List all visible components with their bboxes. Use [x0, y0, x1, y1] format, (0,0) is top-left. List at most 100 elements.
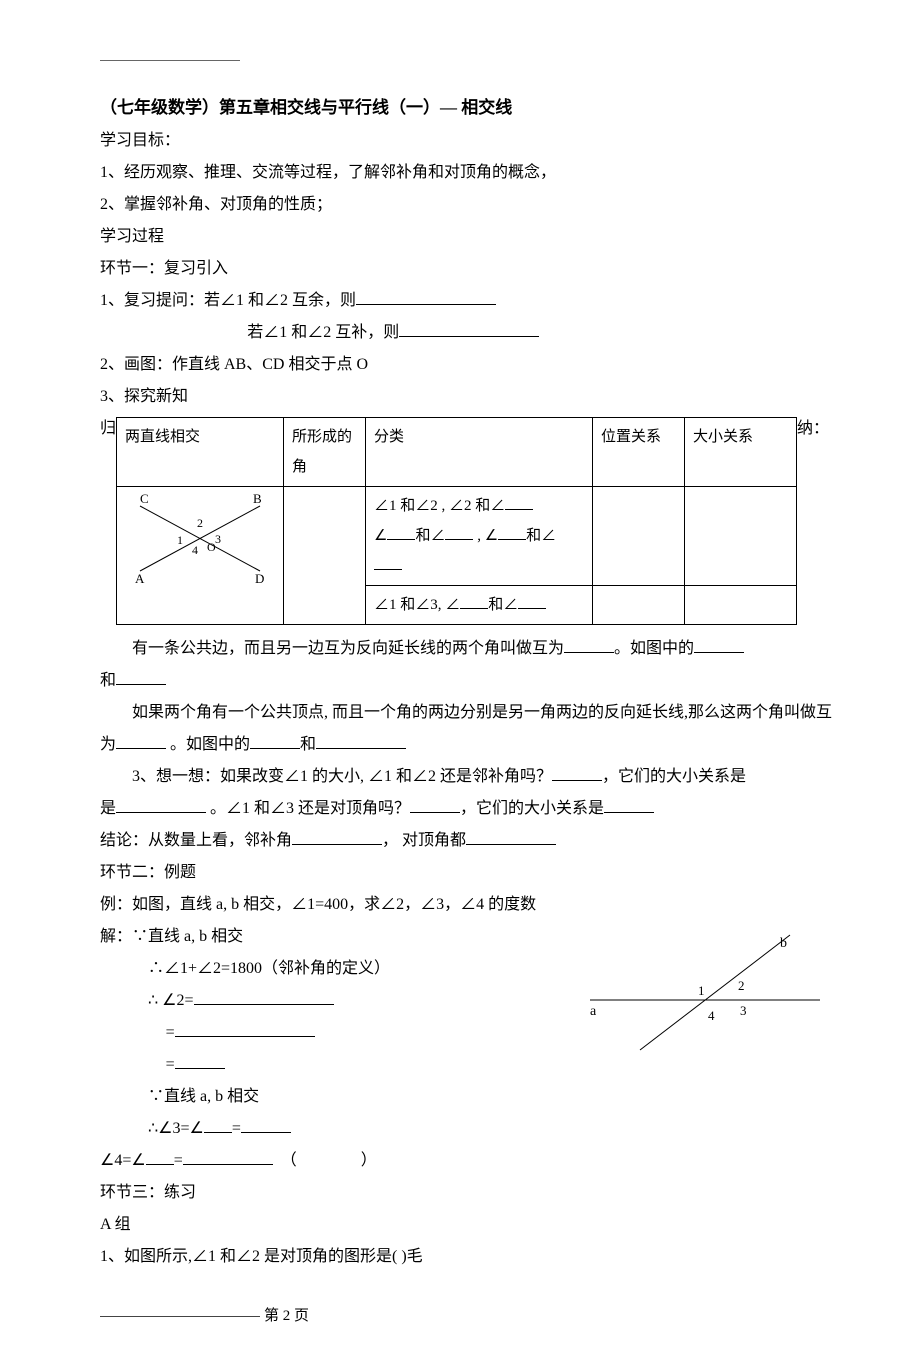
d1c: 和: [100, 672, 116, 689]
header-rule: [100, 60, 240, 61]
s5-text: =: [166, 1056, 175, 1073]
blank: [445, 524, 473, 540]
fig-1: 1: [698, 983, 705, 998]
footer-text: 第 2 页: [260, 1301, 309, 1331]
s8d: ）: [361, 1152, 377, 1169]
example-problem: 例：如图，直线 a, b 相交，∠1=400，求∠2，∠3，∠4 的度数: [100, 889, 840, 921]
page: （七年级数学）第五章相交线与平行线（一）— 相交线 学习目标： 1、经历观察、推…: [0, 0, 920, 1371]
label-4: 4: [192, 543, 198, 557]
label-a: A: [135, 571, 145, 586]
section2-heading: 环节二：例题: [100, 857, 840, 889]
label-d: D: [255, 571, 264, 586]
r1b: ∠: [374, 528, 387, 544]
example-figure: a b 1 2 3 4: [580, 921, 840, 1067]
s3-text: ∴ ∠2=: [148, 992, 194, 1009]
review-q3: 3、探究新知: [100, 381, 840, 413]
blank: [183, 1148, 273, 1165]
blank: [116, 796, 206, 813]
diagram-cell: C B A D O 1 2 3 4: [117, 487, 284, 625]
line-b: [640, 935, 790, 1050]
review-q1b: 若∠1 和∠2 互补，则: [100, 317, 840, 349]
d3b: ，它们的大小关系是: [602, 768, 746, 785]
doc-title: （七年级数学）第五章相交线与平行线（一）— 相交线: [100, 91, 840, 125]
blank: [241, 1116, 291, 1133]
blank: [116, 668, 166, 685]
th-position: 位置关系: [593, 418, 685, 487]
fig-a: a: [590, 1004, 597, 1019]
table-header-row: 两直线相交 所形成的角 分类 位置关系 大小关系: [117, 418, 797, 487]
blank: [146, 1148, 174, 1165]
s8a: ∠4=∠: [100, 1152, 146, 1169]
footer-line: [100, 1316, 260, 1317]
label-1: 1: [177, 533, 183, 547]
d2b: 。如图中的: [166, 736, 250, 753]
d2c: 和: [300, 736, 316, 753]
intersect-diagram: C B A D O 1 2 3 4: [125, 491, 275, 586]
s8c: （: [281, 1152, 297, 1169]
section1-heading: 环节一：复习引入: [100, 253, 840, 285]
example-solution: 解：∵直线 a, b 相交 ∴∠1+∠2=1800（邻补角的定义） ∴ ∠2= …: [100, 921, 580, 1145]
explore-table: 两直线相交 所形成的角 分类 位置关系 大小关系 C B A D O 1: [116, 417, 797, 625]
label-2: 2: [197, 516, 203, 530]
gui-text: 归: [100, 419, 116, 438]
r1a: ∠1 和∠2 , ∠2 和∠: [374, 498, 505, 514]
blank: [399, 320, 539, 337]
blank: [604, 796, 654, 813]
class-cell-2: ∠1 和∠3, ∠ 和∠: [366, 586, 593, 625]
blank: [564, 636, 614, 653]
d3c: 。∠1 和∠3 还是对顶角吗？: [206, 800, 410, 817]
sol-s2: ∴∠1+∠2=1800（邻补角的定义）: [100, 953, 580, 985]
def1-tail: 和: [100, 665, 840, 697]
blank: [518, 593, 546, 609]
footer: 第 2 页: [100, 1301, 840, 1331]
fig-4: 4: [708, 1008, 715, 1023]
th-class: 分类: [366, 418, 593, 487]
sol-s8: ∠4=∠ = （ ）: [100, 1145, 840, 1177]
th-size: 大小关系: [685, 418, 797, 487]
r2b: 和∠: [488, 597, 518, 613]
d3a: 3、想一想：如果改变∠1 的大小, ∠1 和∠2 还是邻补角吗？: [132, 768, 552, 785]
label-3: 3: [215, 532, 221, 546]
practice-q1: 1、如图所示,∠1 和∠2 是对顶角的图形是( )毛: [100, 1241, 840, 1273]
think-tail: 是 。∠1 和∠3 还是对顶角吗？，它们的大小关系是: [100, 793, 840, 825]
r2a: ∠1 和∠3, ∠: [374, 597, 460, 613]
objectives-heading: 学习目标：: [100, 125, 840, 157]
sol-s5: =: [100, 1049, 580, 1081]
blank: [460, 593, 488, 609]
blank: [116, 732, 166, 749]
sol-s4: =: [100, 1017, 580, 1049]
section3-heading: 环节三：练习: [100, 1177, 840, 1209]
r1c: 和∠: [415, 528, 445, 544]
def1: 有一条公共边，而且另一边互为反向延长线的两个角叫做互为。如图中的: [100, 633, 840, 665]
blank: [175, 1020, 315, 1037]
blank: [387, 524, 415, 540]
s8b: =: [174, 1152, 183, 1169]
sol-s6: ∵直线 a, b 相交: [100, 1081, 580, 1113]
blank: [410, 796, 460, 813]
objective-2: 2、掌握邻补角、对顶角的性质；: [100, 189, 840, 221]
concl-b: ， 对顶角都: [382, 832, 466, 849]
s7-text: ∴∠3=∠: [148, 1120, 204, 1137]
sol-s3: ∴ ∠2=: [100, 985, 580, 1017]
fig-3: 3: [740, 1003, 747, 1018]
def2: 如果两个角有一个公共顶点, 而且一个角的两边分别是另一角两边的反向延长线,那么这…: [100, 697, 840, 761]
label-b: B: [253, 491, 262, 506]
blank: [292, 828, 382, 845]
lines-ab-diagram: a b 1 2 3 4: [580, 925, 830, 1055]
blank: [250, 732, 300, 749]
d3d: ，它们的大小关系是: [460, 800, 604, 817]
d1a: 有一条公共边，而且另一边互为反向延长线的两个角叫做互为: [132, 640, 564, 657]
blank: [356, 288, 496, 305]
fig-2: 2: [738, 978, 745, 993]
gui-char: 归: [100, 413, 116, 438]
blank: [505, 494, 533, 510]
na-text: 纳：: [797, 420, 829, 437]
blank: [204, 1116, 232, 1133]
pos-cell-1: [593, 487, 685, 586]
blank: [466, 828, 556, 845]
th-lines: 两直线相交: [117, 418, 284, 487]
size-cell-1: [685, 487, 797, 586]
objective-1: 1、经历观察、推理、交流等过程，了解邻补角和对顶角的概念，: [100, 157, 840, 189]
table-row: C B A D O 1 2 3 4 ∠1 和∠2 , ∠2 和∠ ∠和∠ , ∠…: [117, 487, 797, 586]
label-c: C: [140, 491, 149, 506]
